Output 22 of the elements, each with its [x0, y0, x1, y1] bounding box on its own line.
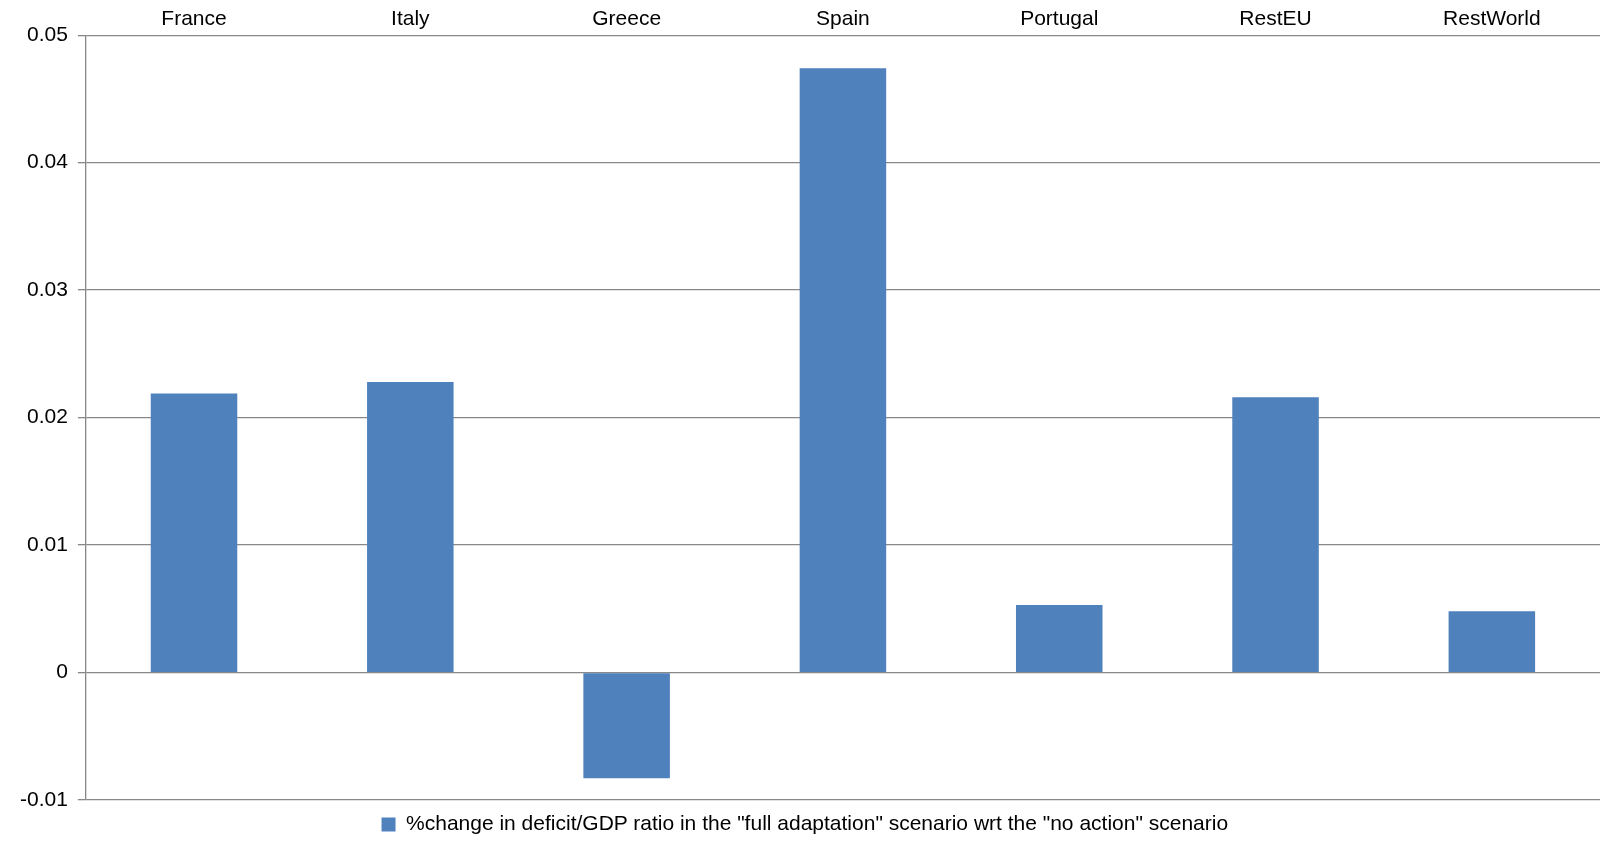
x-tick-label: Greece: [592, 6, 662, 30]
bar: [1232, 397, 1319, 672]
y-tick-label: -0.01: [19, 786, 68, 810]
bar: [799, 68, 887, 672]
x-tick-label: France: [161, 6, 227, 30]
y-tick-label: 0.03: [26, 276, 68, 300]
x-tick-label: RestWorld: [1443, 6, 1541, 30]
bar: [150, 393, 238, 672]
bar: [583, 673, 670, 779]
bar: [1448, 611, 1536, 672]
y-tick-label: 0.05: [26, 22, 68, 45]
x-tick-label: Spain: [816, 6, 870, 30]
y-tick-label: 0.01: [26, 531, 68, 555]
x-tick-label: Portugal: [1020, 6, 1099, 30]
legend-label: %change in deficit/GDP ratio in the "full adaptation" scenario wrt the "no action" scenario: [406, 811, 1229, 835]
bar: [367, 381, 454, 672]
y-tick-label: 0.04: [26, 149, 69, 173]
x-tick-label: Italy: [391, 6, 431, 30]
x-tick-label: RestEU: [1239, 6, 1312, 30]
bar: [1015, 604, 1103, 672]
y-tick-label: 0: [56, 659, 68, 683]
y-tick-label: 0.02: [26, 404, 68, 428]
